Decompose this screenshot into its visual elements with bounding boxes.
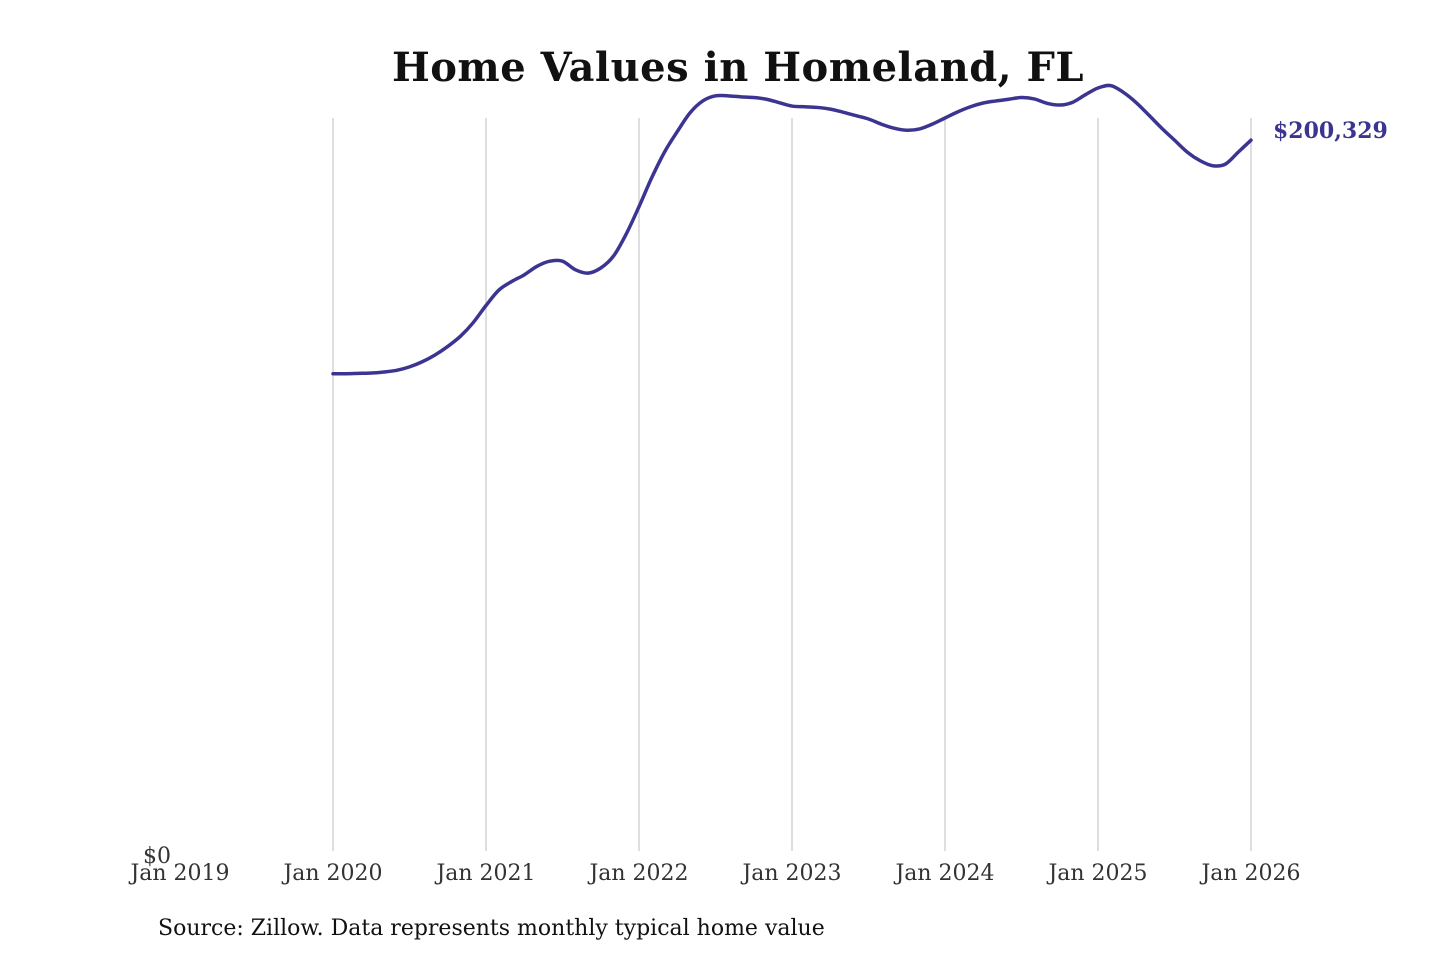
chart-title: Home Values in Homeland, FL: [391, 44, 1085, 91]
x-tick-label-2019: Jan 2019: [128, 861, 229, 886]
x-tick-label-2022: Jan 2022: [587, 861, 688, 886]
x-tick-label-2023: Jan 2023: [740, 861, 841, 886]
x-tick-label-2021: Jan 2021: [434, 861, 535, 886]
x-tick-label-2025: Jan 2025: [1046, 861, 1147, 886]
series-line-0: [331, 83, 1253, 376]
x-tick-label-2024: Jan 2024: [893, 861, 994, 886]
source-note: Source: Zillow. Data represents monthly …: [158, 916, 825, 941]
y-tick-label: $0: [143, 844, 171, 869]
x-tick-label-2020: Jan 2020: [281, 861, 382, 886]
x-tick-label-2026: Jan 2026: [1199, 861, 1300, 886]
end-value-label: $200,329: [1273, 118, 1388, 144]
